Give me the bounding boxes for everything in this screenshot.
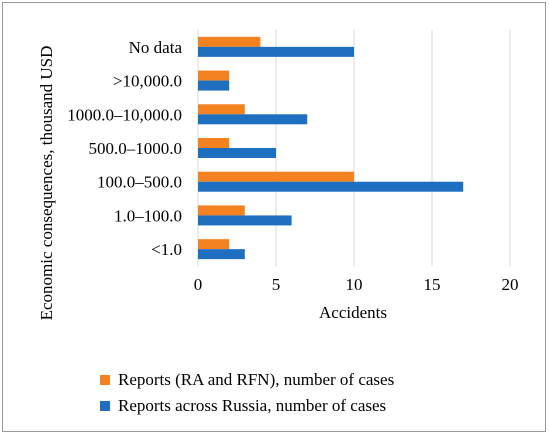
- bar-reports-ra-rfn: [198, 138, 230, 148]
- legend-item-reports-ra-rfn: Reports (RA and RFN), number of cases: [100, 367, 394, 393]
- bar-reports-ra-rfn: [198, 239, 230, 250]
- bar-reports-ra-rfn: [198, 171, 354, 182]
- legend-item-reports-russia: Reports across Russia, number of cases: [100, 393, 394, 419]
- y-axis-label: Economic consequences, thousand USD: [37, 46, 56, 321]
- bar-reports-russia: [198, 148, 276, 158]
- bar-reports-russia: [198, 46, 354, 57]
- bar-reports-ra-rfn: [198, 205, 245, 216]
- bar-reports-ra-rfn: [198, 104, 245, 115]
- bar-reports-russia: [198, 80, 230, 91]
- y-tick-label: 100.0–500.0: [97, 173, 182, 192]
- x-axis-label: Accidents: [319, 303, 387, 322]
- y-tick-label: 500.0–1000.0: [89, 139, 183, 158]
- legend-swatch-orange: [100, 375, 110, 385]
- y-tick-label: 1000.0–10,000.0: [67, 105, 182, 124]
- bar-reports-russia: [198, 249, 245, 260]
- bar-reports-ra-rfn: [198, 70, 230, 81]
- bar-reports-ra-rfn: [198, 36, 261, 47]
- legend-label: Reports across Russia, number of cases: [118, 396, 387, 415]
- y-tick-label: <1.0: [151, 240, 182, 259]
- x-tick-label: 15: [424, 275, 441, 294]
- bar-reports-russia: [198, 181, 464, 192]
- y-tick-label: No data: [129, 38, 183, 57]
- legend-label: Reports (RA and RFN), number of cases: [118, 370, 395, 389]
- bar-reports-russia: [198, 215, 292, 226]
- legend-swatch-blue: [100, 401, 110, 411]
- bar-reports-russia: [198, 114, 308, 125]
- x-tick-label: 20: [502, 275, 519, 294]
- x-tick-label: 0: [194, 275, 203, 294]
- y-tick-label: 1.0–100.0: [114, 206, 182, 225]
- x-tick-label: 5: [272, 275, 281, 294]
- y-tick-label: >10,000.0: [113, 72, 182, 91]
- x-tick-label: 10: [346, 275, 363, 294]
- legend: Reports (RA and RFN), number of cases Re…: [100, 367, 394, 419]
